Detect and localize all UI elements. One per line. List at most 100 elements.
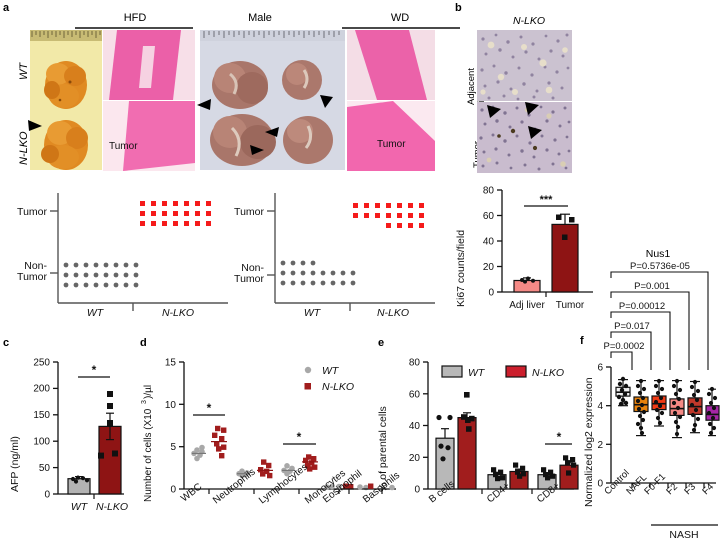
svg-text:Tumor: Tumor — [234, 273, 264, 285]
hfd-histology-nlko-photo: Tumor — [103, 101, 195, 171]
svg-text:F2: F2 — [664, 481, 680, 497]
wd-incidence-dotplot: Tumor Non- Tumor WT N-LKO — [234, 193, 435, 319]
svg-text:WT: WT — [468, 367, 486, 379]
svg-text:*: * — [297, 430, 302, 444]
svg-text:20: 20 — [483, 262, 495, 273]
pvalue-label-4: P=0.0002 — [604, 341, 645, 352]
panel-d-letter: d — [140, 337, 147, 349]
svg-text:40: 40 — [409, 421, 421, 432]
panel-b-letter: b — [455, 2, 462, 14]
panel-f-title: Nus1 — [645, 248, 671, 260]
wd-arrowhead-icon-2 — [265, 127, 279, 137]
hfd-underline — [75, 27, 193, 29]
wt-rot-text: WT — [18, 62, 30, 80]
svg-text:50: 50 — [39, 463, 51, 474]
wd-tumor-label: Tumor — [377, 139, 406, 150]
svg-text:0: 0 — [414, 485, 420, 496]
svg-text:% of parental cells: % of parental cells — [377, 406, 389, 492]
pvalue-label-3: P=0.017 — [614, 321, 650, 332]
svg-text:N-LKO: N-LKO — [377, 307, 409, 319]
svg-text:250: 250 — [33, 358, 50, 369]
svg-text:)/µl: )/µl — [143, 385, 154, 399]
wd-histology-wt-photo — [347, 30, 435, 100]
svg-text:0: 0 — [597, 479, 603, 490]
panel-a-header-male: Male — [248, 12, 272, 24]
hfd-gross-photo — [30, 30, 102, 170]
svg-text:0: 0 — [488, 288, 494, 299]
svg-text:100: 100 — [33, 437, 50, 448]
wd-arrowhead-icon-1 — [197, 99, 211, 110]
svg-text:AFP (ng/ml): AFP (ng/ml) — [9, 436, 21, 492]
panel-a-header-hfd: HFD — [123, 12, 147, 24]
panel-f-letter: f — [580, 335, 584, 347]
svg-text:***: *** — [540, 194, 554, 206]
svg-text:Number of cells (X10: Number of cells (X10 — [143, 408, 154, 502]
afp-bar-chart: AFP (ng/ml) 0 50 100 150 200 250 * WT N-LKO — [9, 358, 128, 514]
svg-text:Neutrophils: Neutrophils — [211, 467, 258, 507]
pvalue-label-1: P=0.001 — [634, 281, 670, 292]
ki67-bar-chart: Ki67 counts/field 0 20 40 60 80 *** Adj live… — [455, 186, 593, 311]
blood-cells-scatter-chart: Number of cells (X10 3 )/µl 0 5 10 15 WT N-… — [141, 358, 369, 507]
svg-text:Tumor: Tumor — [234, 206, 264, 218]
svg-text:4: 4 — [597, 401, 603, 412]
svg-text:N-LKO: N-LKO — [162, 307, 194, 319]
svg-text:0: 0 — [170, 485, 176, 496]
svg-text:*: * — [207, 401, 212, 415]
hfd-tumor-label: Tumor — [109, 141, 138, 152]
svg-text:*: * — [557, 430, 562, 444]
svg-text:6: 6 — [597, 363, 603, 374]
svg-text:Non-: Non- — [241, 262, 264, 274]
nash-group-label: NASH — [669, 529, 698, 541]
nlko-rot-text: N-LKO — [18, 131, 30, 165]
svg-text:20: 20 — [409, 453, 421, 464]
svg-text:N-LKO: N-LKO — [96, 501, 128, 513]
nus1-box-chart: Normalized log2 expression 0 2 4 6 — [583, 363, 720, 541]
panel-b-title: N-LKO — [512, 15, 546, 27]
svg-text:WT: WT — [87, 307, 105, 319]
svg-text:F3: F3 — [682, 481, 698, 497]
pvalue-label-0: P=0.5736e-05 — [630, 261, 690, 272]
svg-text:0: 0 — [44, 490, 50, 501]
svg-text:15: 15 — [165, 358, 177, 369]
svg-text:5: 5 — [170, 442, 176, 453]
panel-a-letter: a — [3, 2, 10, 14]
ki67-arrowhead-icon-1 — [487, 105, 501, 118]
wd-histology-nlko-photo: Tumor — [347, 101, 435, 171]
immune-parental-bar-chart: % of parental cells 0 20 40 60 80 WT N-LKO — [377, 358, 579, 505]
wd-gross-photo — [200, 30, 345, 170]
panel-a-header-wd: WD — [390, 12, 410, 24]
svg-text:Adj liver: Adj liver — [509, 300, 545, 311]
svg-text:F4: F4 — [700, 481, 716, 497]
adjacent-liver-ihc-photo — [477, 30, 572, 101]
svg-text:Non-: Non- — [24, 260, 47, 272]
wd-arrowhead-icon-4 — [320, 95, 333, 108]
svg-text:WT: WT — [71, 501, 89, 513]
svg-text:10: 10 — [165, 400, 177, 411]
panel-c-letter: c — [3, 337, 10, 349]
svg-text:*: * — [92, 363, 97, 377]
hfd-arrowhead-icon — [28, 120, 42, 131]
hfd-histology-wt-photo — [103, 30, 195, 100]
hfd-incidence-dotplot: Tumor Non- Tumor WT N-LKO — [17, 193, 228, 319]
svg-text:60: 60 — [409, 390, 421, 401]
svg-text:3: 3 — [141, 400, 148, 404]
pvalue-brackets: P=0.5736e-05 P=0.001 P=0.00012 P=0.017 P… — [604, 261, 709, 370]
wd-arrowhead-icon-3 — [250, 145, 264, 155]
svg-text:80: 80 — [409, 358, 421, 369]
svg-text:200: 200 — [33, 384, 50, 395]
panel-e-letter: e — [378, 337, 385, 349]
svg-text:40: 40 — [483, 237, 495, 248]
svg-text:150: 150 — [33, 410, 50, 421]
pvalue-label-2: P=0.00012 — [619, 301, 665, 312]
svg-text:Tumor: Tumor — [17, 206, 47, 218]
svg-text:N-LKO: N-LKO — [532, 367, 564, 379]
svg-text:2: 2 — [597, 440, 603, 451]
svg-text:WT: WT — [304, 307, 322, 319]
svg-text:Normalized log2 expression: Normalized log2 expression — [583, 377, 595, 507]
svg-text:N-LKO: N-LKO — [322, 381, 354, 393]
svg-text:80: 80 — [483, 186, 495, 197]
svg-text:Tumor: Tumor — [17, 271, 47, 283]
ki67-arrowhead-icon-3 — [528, 126, 542, 139]
ki67-arrowhead-icon-2 — [525, 102, 539, 115]
svg-text:Ki67 counts/field: Ki67 counts/field — [455, 230, 467, 307]
